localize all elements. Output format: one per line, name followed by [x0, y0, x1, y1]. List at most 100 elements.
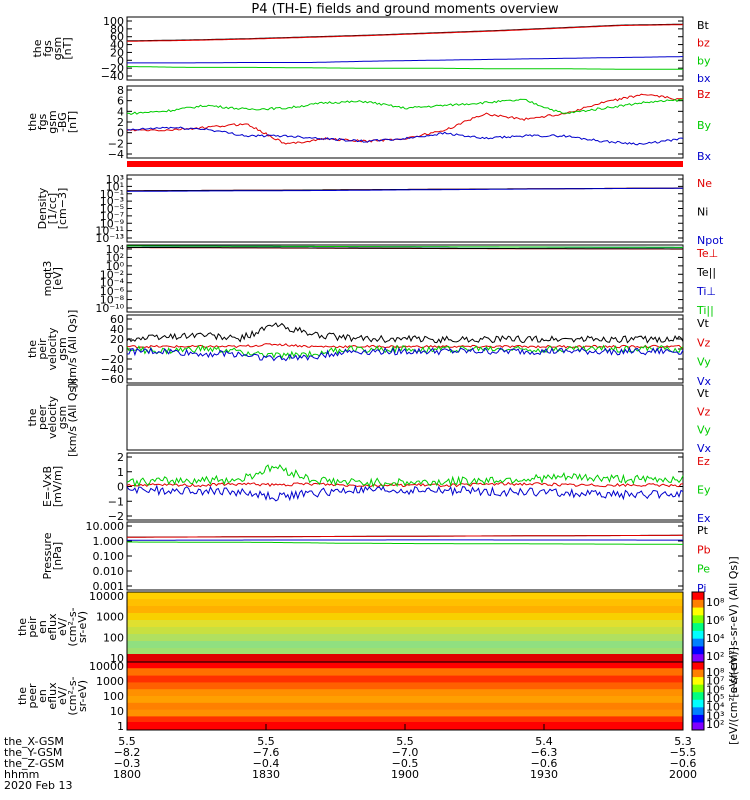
- ylabel-line: eflux: [46, 613, 59, 641]
- ylabel-line: [nT]: [66, 111, 79, 133]
- ylabel-line: peir: [26, 616, 39, 638]
- colorbar-segment: [692, 592, 704, 601]
- ylabel-line: the: [16, 687, 29, 705]
- colorbar-segment: [692, 646, 704, 655]
- figure-title: P4 (TH-E) fields and ground moments over…: [251, 2, 559, 17]
- legend-Pb: Pb: [697, 543, 711, 556]
- spectrogram-band: [127, 641, 683, 649]
- xaxis-value: 1930: [530, 768, 558, 781]
- series-line-Pe: [127, 541, 683, 545]
- legend-by: by: [697, 54, 711, 67]
- ytick-label: 10⁻³: [100, 195, 124, 208]
- xaxis-value: 1900: [391, 768, 419, 781]
- ytick-label: 10⁻¹⁰: [95, 302, 124, 315]
- series-line-Vt: [126, 322, 684, 344]
- spectrogram-band: [127, 634, 683, 642]
- ylabel-line: [km/s (All Qs)]: [66, 378, 79, 457]
- ytick-label: 0.001: [93, 580, 125, 593]
- separator-band: [127, 161, 683, 167]
- ylabel-line: gsm: [56, 337, 69, 360]
- ylabel-line: E=-VxB: [41, 466, 54, 507]
- spectrogram-band: [127, 682, 683, 690]
- series-line-By: [126, 98, 684, 115]
- colorbar-tick: 10⁶: [706, 683, 725, 696]
- xaxis-row-label: the_Z-GSM: [4, 757, 64, 770]
- panel-frame: [126, 85, 684, 159]
- ytick-label: 10⁻²: [100, 268, 124, 281]
- spectrogram-band: [127, 627, 683, 635]
- legend-Bz: Bz: [697, 88, 711, 101]
- ytick-label: −40: [101, 363, 124, 376]
- xaxis-value: 5.4: [535, 735, 553, 748]
- ytick-label: 2: [117, 116, 124, 129]
- ylabel-line: en: [36, 620, 49, 634]
- colorbar-tick: 10²: [706, 718, 724, 731]
- panel-frame: [126, 174, 684, 243]
- xaxis-row-label: the_X-GSM: [4, 735, 64, 748]
- ytick-label: 10⁻⁶: [100, 285, 125, 298]
- ytick-label: 10⁻¹¹: [95, 225, 124, 238]
- ytick-label: 2: [117, 451, 124, 464]
- ylabel-line: gsm: [56, 406, 69, 429]
- panel-frame: [126, 521, 684, 591]
- ylabel-line: [km/s (All Qs)]: [66, 310, 79, 389]
- ylabel-line: sr-eV): [76, 680, 89, 712]
- ytick-label: 10⁰: [106, 260, 125, 273]
- ylabel-line: moqt3: [41, 261, 54, 297]
- legend-Vt: Vt: [697, 317, 710, 330]
- colorbar-segment: [692, 638, 704, 647]
- ylabel-line: fgs: [36, 113, 49, 130]
- colorbar-segment: [692, 714, 704, 723]
- colorbar-segment: [692, 654, 704, 663]
- series-line-bz: [127, 24, 684, 42]
- colorbar-segment: [692, 699, 704, 708]
- ylabel-line: en: [36, 689, 49, 703]
- ytick-label: 1: [117, 720, 124, 733]
- legend-Ti||: Ti||: [696, 304, 714, 317]
- legend-Ex: Ex: [697, 512, 711, 525]
- ylabel-line: eflux: [46, 682, 59, 710]
- ytick-label: 8: [117, 84, 124, 97]
- spectrogram-band: [127, 662, 683, 668]
- legend-Vz: Vz: [697, 405, 711, 418]
- ytick-label: 100: [103, 690, 124, 703]
- spectrogram-band: [127, 592, 683, 600]
- ytick-label: 100: [103, 15, 124, 28]
- xaxis-row-label: hhmm: [4, 768, 39, 781]
- ylabel-line: fgs: [41, 40, 54, 57]
- ytick-label: 100: [103, 631, 124, 644]
- legend-Pi: Pi: [697, 582, 706, 595]
- ytick-label: 0: [117, 343, 124, 356]
- xaxis-value: 5.3: [674, 735, 692, 748]
- panel-frame: [126, 16, 684, 81]
- colorbar-frame: [691, 661, 705, 731]
- panel-frame: [126, 244, 684, 313]
- ytick-label: −1: [108, 495, 124, 508]
- colorbar-tick: 10²: [706, 650, 724, 663]
- xaxis-value: 2000: [669, 768, 697, 781]
- legend-Ti⊥: Ti⊥: [696, 285, 716, 298]
- legend-Te||: Te||: [696, 266, 716, 279]
- series-line-Te||: [126, 246, 683, 250]
- colorbar-segment: [692, 707, 704, 716]
- ytick-label: 10⁻⁷: [100, 210, 124, 223]
- ytick-label: 10⁴: [106, 243, 125, 256]
- ytick-label: −20: [101, 353, 124, 366]
- ytick-label: −60: [101, 373, 124, 386]
- ytick-label: 10¹: [106, 180, 124, 193]
- ytick-label: 10⁻⁸: [100, 294, 125, 307]
- ylabel-line: velocity: [46, 327, 59, 370]
- series-line-Bx: [126, 126, 684, 146]
- colorbar-tick: 10⁴: [706, 632, 725, 645]
- ytick-label: 4: [117, 105, 124, 118]
- ytick-label: −4: [108, 148, 124, 161]
- ylabel-line: [cm−3]: [56, 188, 69, 230]
- colorbar-segment: [692, 692, 704, 701]
- panel-ylabel: Density[1/cc][cm−3]: [36, 187, 69, 229]
